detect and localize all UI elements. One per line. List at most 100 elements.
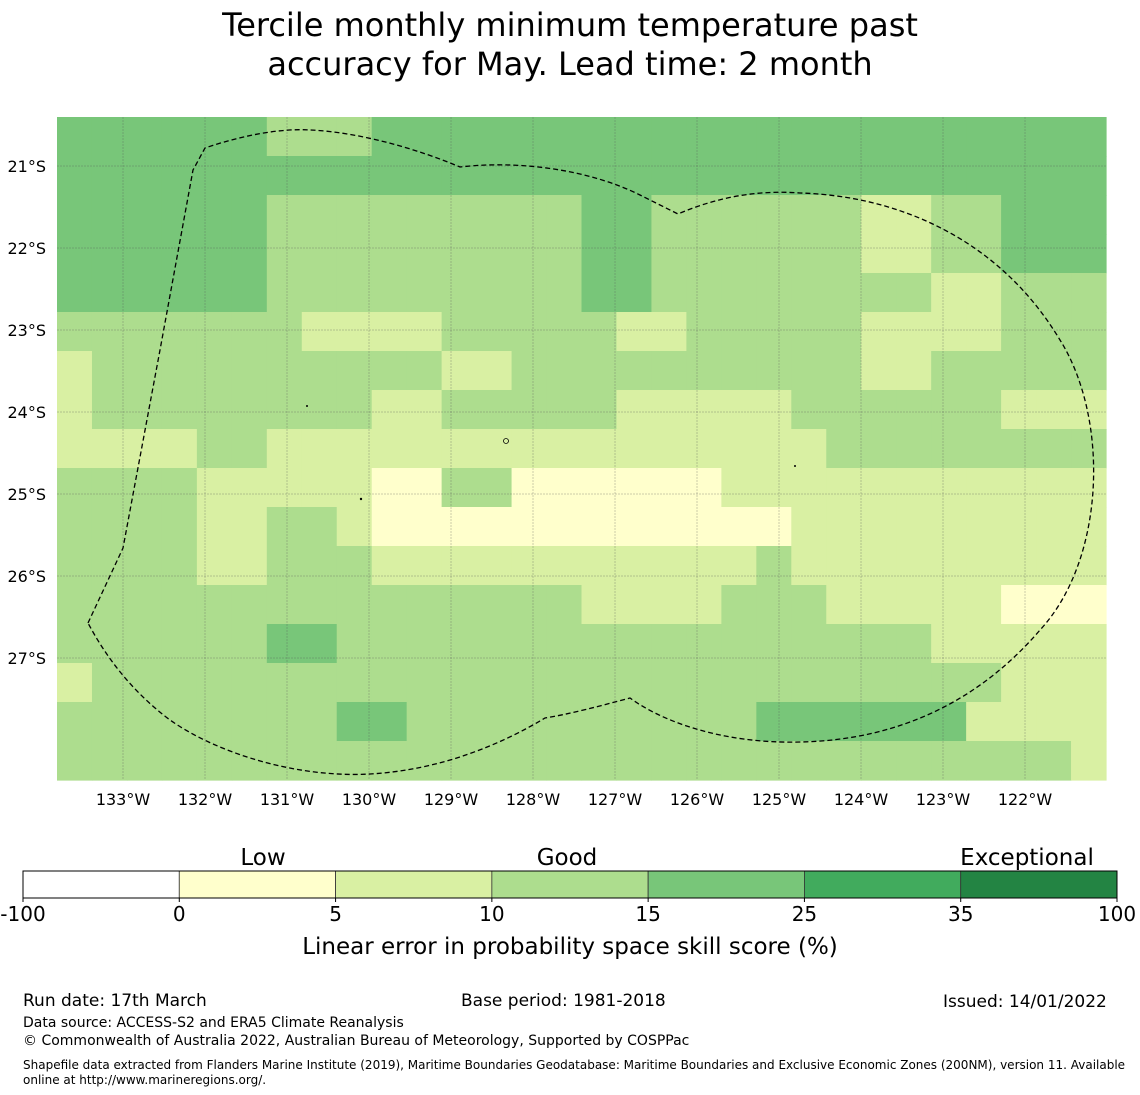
grid-cell bbox=[1036, 663, 1072, 703]
skill-map-figure: 21°S22°S23°S24°S25°S26°S27°S 133°W 132°W 1… bbox=[0, 117, 1136, 960]
grid-cell bbox=[406, 624, 443, 664]
grid-cell bbox=[756, 390, 792, 430]
grid-cell bbox=[756, 117, 792, 157]
grid-cell bbox=[441, 546, 478, 586]
colorbar-axis-label: Linear error in probability space skill … bbox=[302, 934, 838, 960]
grid-cell bbox=[966, 624, 1002, 664]
grid-cell bbox=[966, 468, 1002, 508]
grid-cell bbox=[1001, 546, 1037, 586]
grid-cell bbox=[196, 507, 233, 547]
grid-cell bbox=[266, 468, 303, 508]
grid-cell bbox=[686, 429, 722, 469]
grid-cell bbox=[196, 312, 233, 352]
colorbar-segment bbox=[960, 870, 1118, 899]
grid-cell bbox=[161, 507, 198, 547]
grid-cell bbox=[721, 507, 757, 547]
lon-label: 129°W bbox=[424, 790, 479, 809]
island-mark bbox=[503, 438, 509, 444]
grid-cell bbox=[791, 507, 827, 547]
grid-cell bbox=[126, 663, 163, 703]
grid-cell bbox=[406, 195, 443, 235]
colorbar-tick-label: 35 bbox=[948, 902, 973, 926]
colorbar-segment bbox=[22, 870, 180, 899]
grid-cell bbox=[896, 507, 932, 547]
grid-cell bbox=[57, 507, 93, 547]
grid-cell bbox=[511, 195, 548, 235]
lon-label: 127°W bbox=[588, 790, 643, 809]
grid-cell bbox=[476, 312, 513, 352]
grid-cell bbox=[57, 624, 93, 664]
grid-cell bbox=[126, 741, 163, 781]
grid-cell bbox=[861, 546, 897, 586]
grid-cell bbox=[231, 156, 268, 196]
colorbar-outline bbox=[22, 870, 1118, 899]
grid-cell bbox=[581, 702, 618, 742]
grid-cell bbox=[861, 156, 897, 196]
grid-cell bbox=[266, 507, 303, 547]
grid-cell bbox=[441, 624, 478, 664]
grid-cell bbox=[371, 273, 408, 313]
grid-cell bbox=[126, 390, 163, 430]
grid-cell bbox=[126, 585, 163, 625]
grid-cell bbox=[861, 390, 897, 430]
grid-cell bbox=[441, 234, 478, 274]
colorbar-tick-label: 100 bbox=[1098, 902, 1136, 926]
grid-cell bbox=[686, 351, 722, 391]
grid-cell bbox=[511, 351, 548, 391]
grid-cell bbox=[651, 273, 687, 313]
grid-cell bbox=[336, 546, 373, 586]
grid-cell bbox=[476, 624, 513, 664]
grid-cell bbox=[686, 468, 722, 508]
grid-cell bbox=[1036, 468, 1072, 508]
colorbar-segment bbox=[804, 870, 962, 899]
grid-cell bbox=[57, 702, 93, 742]
grid-cell bbox=[161, 156, 198, 196]
legend-category-label: Low bbox=[240, 845, 285, 871]
grid-cell bbox=[581, 663, 618, 703]
grid-cell bbox=[756, 624, 792, 664]
lon-label: 122°W bbox=[998, 790, 1053, 809]
grid-cell bbox=[721, 624, 757, 664]
grid-cell bbox=[791, 273, 827, 313]
grid-cell bbox=[91, 741, 128, 781]
grid-cell bbox=[406, 429, 443, 469]
grid-cell bbox=[476, 195, 513, 235]
grid-cell bbox=[126, 195, 163, 235]
grid-cell bbox=[686, 585, 722, 625]
grid-cell bbox=[896, 234, 932, 274]
grid-cell bbox=[231, 741, 268, 781]
grid-cell bbox=[1036, 273, 1072, 313]
lat-label: 24°S bbox=[7, 403, 46, 422]
grid-cell bbox=[651, 546, 687, 586]
grid-cell bbox=[616, 702, 653, 742]
grid-cell bbox=[826, 312, 862, 352]
lon-label: 132°W bbox=[178, 790, 233, 809]
grid-cell bbox=[931, 351, 967, 391]
grid-cell bbox=[756, 741, 792, 781]
grid-cell bbox=[931, 429, 967, 469]
grid-cell bbox=[161, 195, 198, 235]
grid-cell bbox=[826, 663, 862, 703]
grid-cell bbox=[1036, 351, 1072, 391]
grid-cell bbox=[406, 468, 443, 508]
colorbar-segment bbox=[647, 870, 805, 899]
grid-cell bbox=[57, 234, 93, 274]
grid-cell bbox=[301, 195, 338, 235]
grid-cell bbox=[1071, 234, 1107, 274]
grid-cell bbox=[651, 156, 687, 196]
lat-label: 21°S bbox=[7, 157, 46, 176]
grid-cell bbox=[511, 312, 548, 352]
grid-cell bbox=[57, 312, 93, 352]
grid-cell bbox=[721, 741, 757, 781]
grid-cell bbox=[686, 117, 722, 157]
grid-cell bbox=[826, 390, 862, 430]
lon-label: 126°W bbox=[670, 790, 725, 809]
grid-cell bbox=[511, 117, 548, 157]
grid-cell bbox=[476, 663, 513, 703]
grid-cell bbox=[756, 312, 792, 352]
grid-cell bbox=[791, 546, 827, 586]
grid-cell bbox=[91, 507, 128, 547]
grid-cell bbox=[196, 468, 233, 508]
grid-cell bbox=[966, 585, 1002, 625]
grid-cell bbox=[511, 468, 548, 508]
